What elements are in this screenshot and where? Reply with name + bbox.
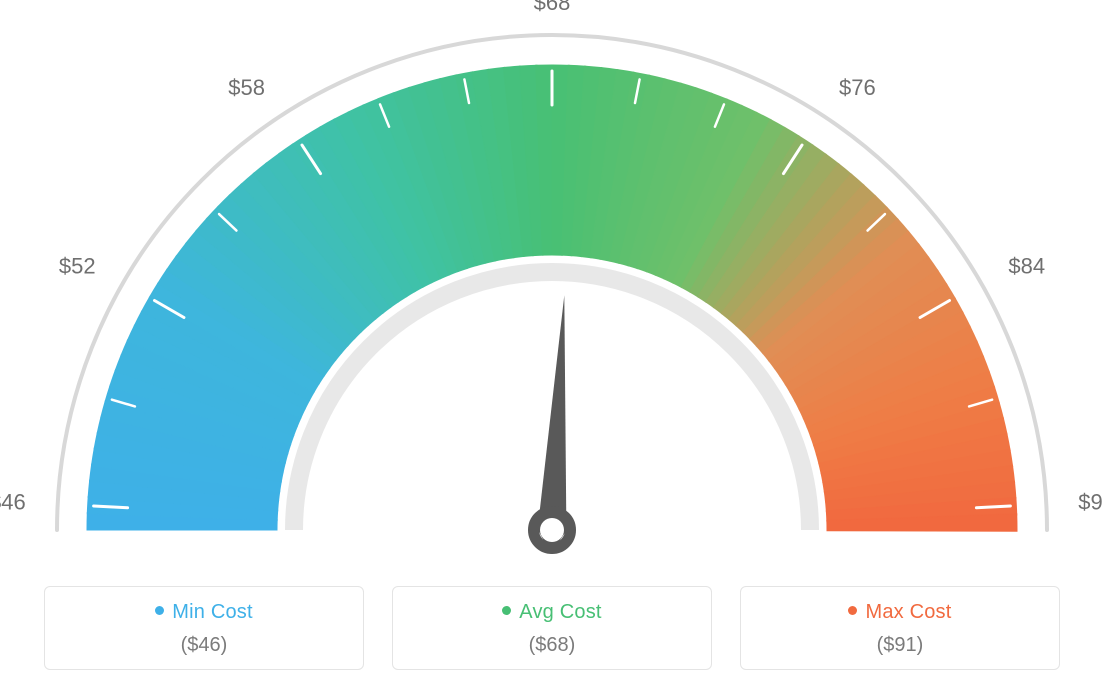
- legend-max-title: Max Cost: [741, 601, 1059, 624]
- legend-avg-dot: [502, 606, 511, 615]
- legend-max-value: ($91): [741, 634, 1059, 657]
- gauge-tick-label: $76: [839, 75, 876, 100]
- cost-gauge-widget: $46 $52 $58 $68 $76 $84 $91 Min Cost ($46) Avg…: [0, 0, 1104, 690]
- legend-avg-title: Avg Cost: [393, 601, 711, 624]
- legend-card-avg: Avg Cost ($68): [392, 586, 712, 670]
- gauge-chart: $46 $52 $58 $68 $76 $84 $91: [0, 0, 1104, 570]
- legend-min-dot: [155, 606, 164, 615]
- legend-max-label: Max Cost: [865, 601, 951, 623]
- legend-max-dot: [848, 606, 857, 615]
- legend-avg-value: ($68): [393, 634, 711, 657]
- gauge-tick-label: $46: [0, 489, 26, 514]
- gauge-tick-label: $58: [228, 75, 265, 100]
- legend-min-label: Min Cost: [172, 601, 253, 623]
- legend-min-title: Min Cost: [45, 601, 363, 624]
- legend-row: Min Cost ($46) Avg Cost ($68) Max Cost (…: [0, 586, 1104, 670]
- gauge-tick-label: $84: [1008, 254, 1045, 279]
- gauge-tick-label: $52: [59, 254, 96, 279]
- legend-card-max: Max Cost ($91): [740, 586, 1060, 670]
- gauge-tick-label: $91: [1078, 489, 1104, 514]
- legend-min-value: ($46): [45, 634, 363, 657]
- gauge-svg: $46 $52 $58 $68 $76 $84 $91: [0, 0, 1104, 570]
- legend-card-min: Min Cost ($46): [44, 586, 364, 670]
- legend-avg-label: Avg Cost: [519, 601, 601, 623]
- gauge-tick-label: $68: [534, 0, 571, 15]
